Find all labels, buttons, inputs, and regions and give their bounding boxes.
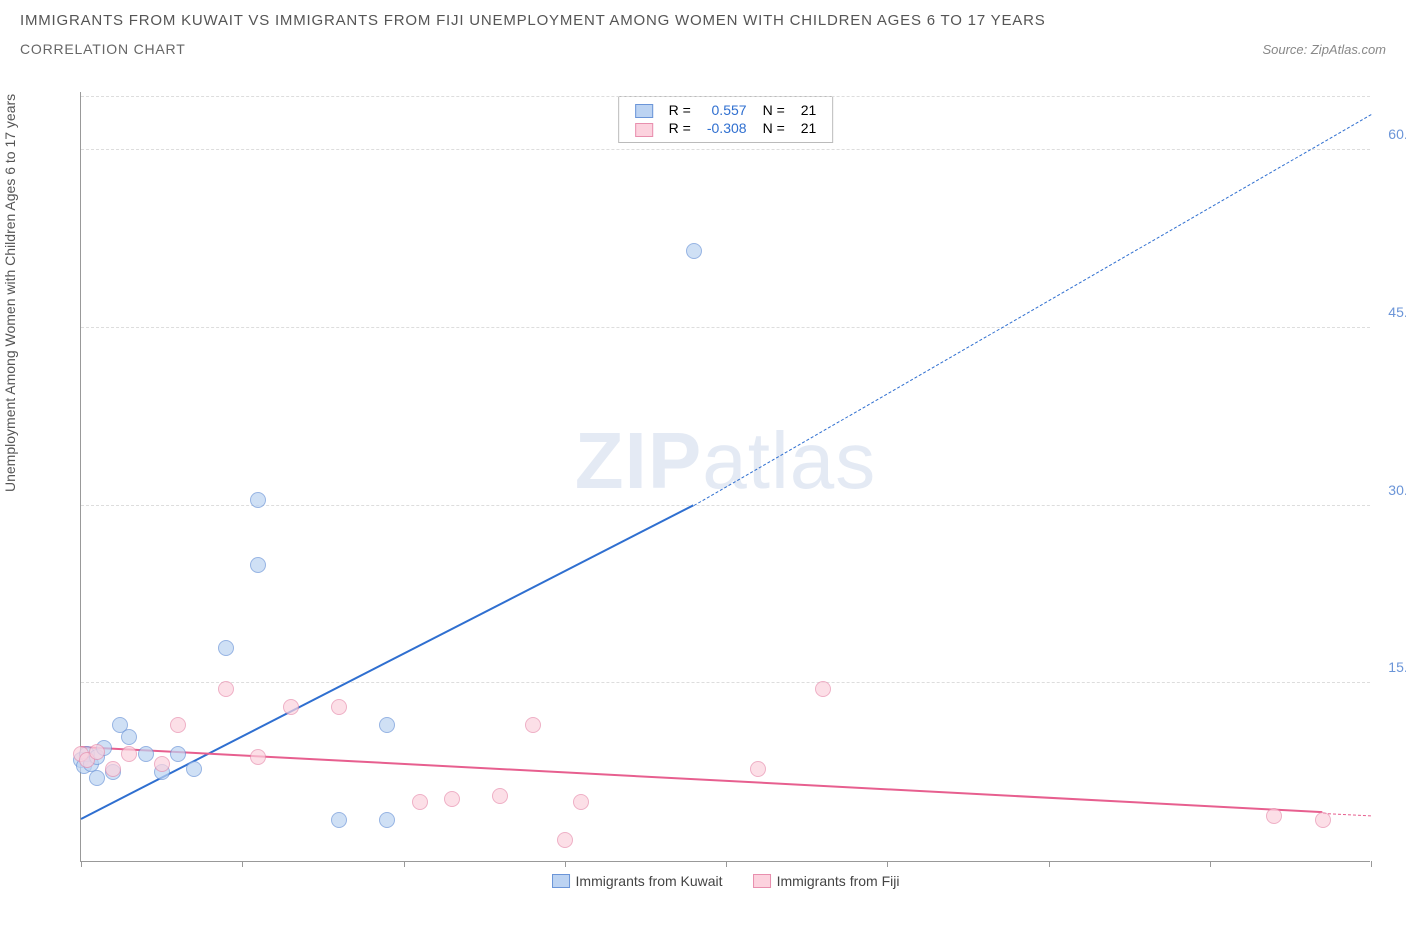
y-tick-label: 15.0% (1388, 659, 1406, 675)
watermark: ZIPatlas (575, 415, 876, 507)
data-point-kuwait (250, 557, 266, 573)
watermark-zip: ZIP (575, 416, 702, 505)
y-tick-label: 30.0% (1388, 482, 1406, 498)
data-point-kuwait (121, 729, 137, 745)
data-point-kuwait (218, 640, 234, 656)
gridline (81, 505, 1370, 506)
data-point-kuwait (331, 812, 347, 828)
x-tick (242, 861, 243, 867)
data-point-fiji (105, 761, 121, 777)
series-legend: Immigrants from Kuwait Immigrants from F… (552, 873, 900, 889)
correlation-legend: R = 0.557 N = 21 R = -0.308 N = 21 (618, 96, 834, 143)
legend-row-kuwait: R = 0.557 N = 21 (627, 101, 825, 119)
data-point-kuwait (379, 812, 395, 828)
page-title: IMMIGRANTS FROM KUWAIT VS IMMIGRANTS FRO… (20, 12, 1386, 29)
y-axis-label: Unemployment Among Women with Children A… (2, 94, 18, 492)
header: IMMIGRANTS FROM KUWAIT VS IMMIGRANTS FRO… (0, 0, 1406, 57)
data-point-fiji (573, 794, 589, 810)
data-point-kuwait (379, 717, 395, 733)
data-point-kuwait (250, 492, 266, 508)
data-point-kuwait (686, 243, 702, 259)
watermark-atlas: atlas (702, 416, 876, 505)
x-tick (565, 861, 566, 867)
data-point-fiji (412, 794, 428, 810)
x-tick (404, 861, 405, 867)
swatch-fiji (635, 123, 653, 137)
data-point-fiji (557, 832, 573, 848)
data-point-fiji (1315, 812, 1331, 828)
data-point-fiji (815, 681, 831, 697)
x-tick (81, 861, 82, 867)
series-label-fiji: Immigrants from Fiji (777, 873, 900, 889)
data-point-fiji (250, 749, 266, 765)
data-point-kuwait (186, 761, 202, 777)
x-tick (726, 861, 727, 867)
gridline (81, 149, 1370, 150)
swatch-fiji (753, 874, 771, 888)
data-point-fiji (331, 699, 347, 715)
x-tick (887, 861, 888, 867)
legend-n-value-kuwait: 21 (793, 101, 825, 119)
legend-row-fiji: R = -0.308 N = 21 (627, 119, 825, 137)
data-point-kuwait (89, 770, 105, 786)
legend-n-value-fiji: 21 (793, 119, 825, 137)
legend-item-kuwait: Immigrants from Kuwait (552, 873, 723, 889)
page-subtitle: CORRELATION CHART (20, 41, 186, 57)
data-point-fiji (750, 761, 766, 777)
data-point-fiji (283, 699, 299, 715)
data-point-fiji (444, 791, 460, 807)
legend-item-fiji: Immigrants from Fiji (753, 873, 900, 889)
swatch-kuwait (552, 874, 570, 888)
source-attribution: Source: ZipAtlas.com (1262, 42, 1386, 57)
x-tick (1371, 861, 1372, 867)
data-point-fiji (492, 788, 508, 804)
swatch-kuwait (635, 104, 653, 118)
gridline (81, 327, 1370, 328)
data-point-fiji (525, 717, 541, 733)
data-point-kuwait (170, 746, 186, 762)
legend-n-label: N = (755, 101, 793, 119)
data-point-fiji (1266, 808, 1282, 824)
data-point-fiji (89, 744, 105, 760)
x-tick (1049, 861, 1050, 867)
trend-line (694, 114, 1372, 506)
legend-r-label: R = (661, 119, 699, 137)
data-point-fiji (218, 681, 234, 697)
correlation-chart: Unemployment Among Women with Children A… (20, 92, 1386, 892)
data-point-kuwait (138, 746, 154, 762)
legend-n-label: N = (755, 119, 793, 137)
plot-area: ZIPatlas R = 0.557 N = 21 R = -0.308 N =… (80, 92, 1370, 862)
data-point-fiji (154, 756, 170, 772)
trend-line (81, 746, 1323, 813)
y-tick-label: 45.0% (1388, 304, 1406, 320)
trend-line (81, 504, 695, 820)
gridline (81, 96, 1370, 97)
data-point-fiji (170, 717, 186, 733)
legend-r-value-fiji: -0.308 (699, 119, 755, 137)
y-tick-label: 60.0% (1388, 126, 1406, 142)
x-tick (1210, 861, 1211, 867)
legend-r-label: R = (661, 101, 699, 119)
data-point-fiji (121, 746, 137, 762)
legend-r-value-kuwait: 0.557 (699, 101, 755, 119)
series-label-kuwait: Immigrants from Kuwait (576, 873, 723, 889)
gridline (81, 682, 1370, 683)
